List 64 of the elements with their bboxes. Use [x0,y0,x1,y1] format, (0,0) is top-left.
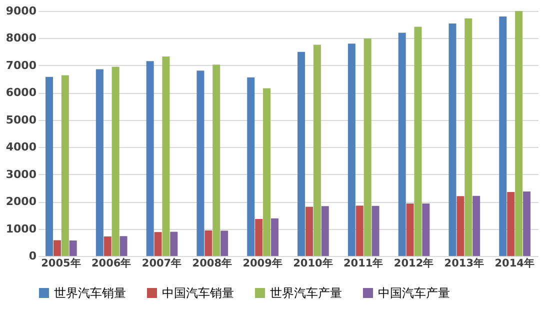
bar [170,232,178,256]
x-tick-label: 2014年 [494,256,535,270]
bar [53,240,61,256]
x-tick-label: 2012年 [394,256,434,270]
bar [61,75,69,256]
bar [298,52,306,256]
x-tick-label: 2008年 [192,256,233,270]
bar [69,240,77,256]
bar [270,218,278,256]
x-tick-label: 2011年 [343,256,384,270]
y-tick-label: 5000 [6,113,37,126]
bar [356,206,364,256]
bar [422,203,430,256]
x-tick-label: 2009年 [242,256,283,270]
x-tick-label: 2006年 [91,256,132,270]
legend-label: 中国汽车销量 [162,286,234,300]
bar [212,64,220,256]
y-tick-label: 9000 [6,4,37,18]
bar [305,206,313,256]
bar [220,230,228,256]
bar [321,206,329,256]
bar [46,76,54,256]
y-tick-label: 4000 [6,140,37,154]
bar [499,16,507,256]
y-tick-label: 3000 [6,168,37,181]
legend-label: 世界汽车产量 [270,286,342,300]
bar [313,44,321,256]
bar [247,77,255,256]
bar [162,56,170,256]
x-tick-label: 2005年 [41,256,82,270]
bar [372,206,380,256]
bar [464,18,472,256]
bar [515,11,523,256]
y-tick-label: 8000 [6,32,37,45]
bar [255,218,263,256]
bar [146,61,154,256]
y-tick-label: 7000 [6,58,37,72]
bar [406,203,414,256]
bar [456,196,464,256]
y-tick-label: 6000 [6,86,37,100]
legend-label: 世界汽车销量 [54,286,126,300]
legend-label: 中国汽车产量 [378,286,450,300]
bar [448,24,456,256]
bar [96,69,104,256]
y-tick-label: 1000 [6,222,37,236]
bar [104,236,112,256]
bar [398,32,406,256]
bar [196,70,204,256]
bar [414,26,422,256]
bar [507,192,515,256]
bar [364,38,372,256]
bar [154,232,162,256]
bar [204,230,212,256]
x-tick-label: 2007年 [142,256,182,270]
y-tick-label: 0 [28,250,37,262]
bar [120,236,128,256]
bar [112,66,120,256]
bar [348,44,356,256]
x-tick-label: 2013年 [444,256,485,270]
x-tick-label: 2010年 [293,256,334,270]
bar [522,191,530,256]
bar [263,88,271,256]
y-tick-label: 2000 [6,195,37,208]
bar [472,196,480,256]
